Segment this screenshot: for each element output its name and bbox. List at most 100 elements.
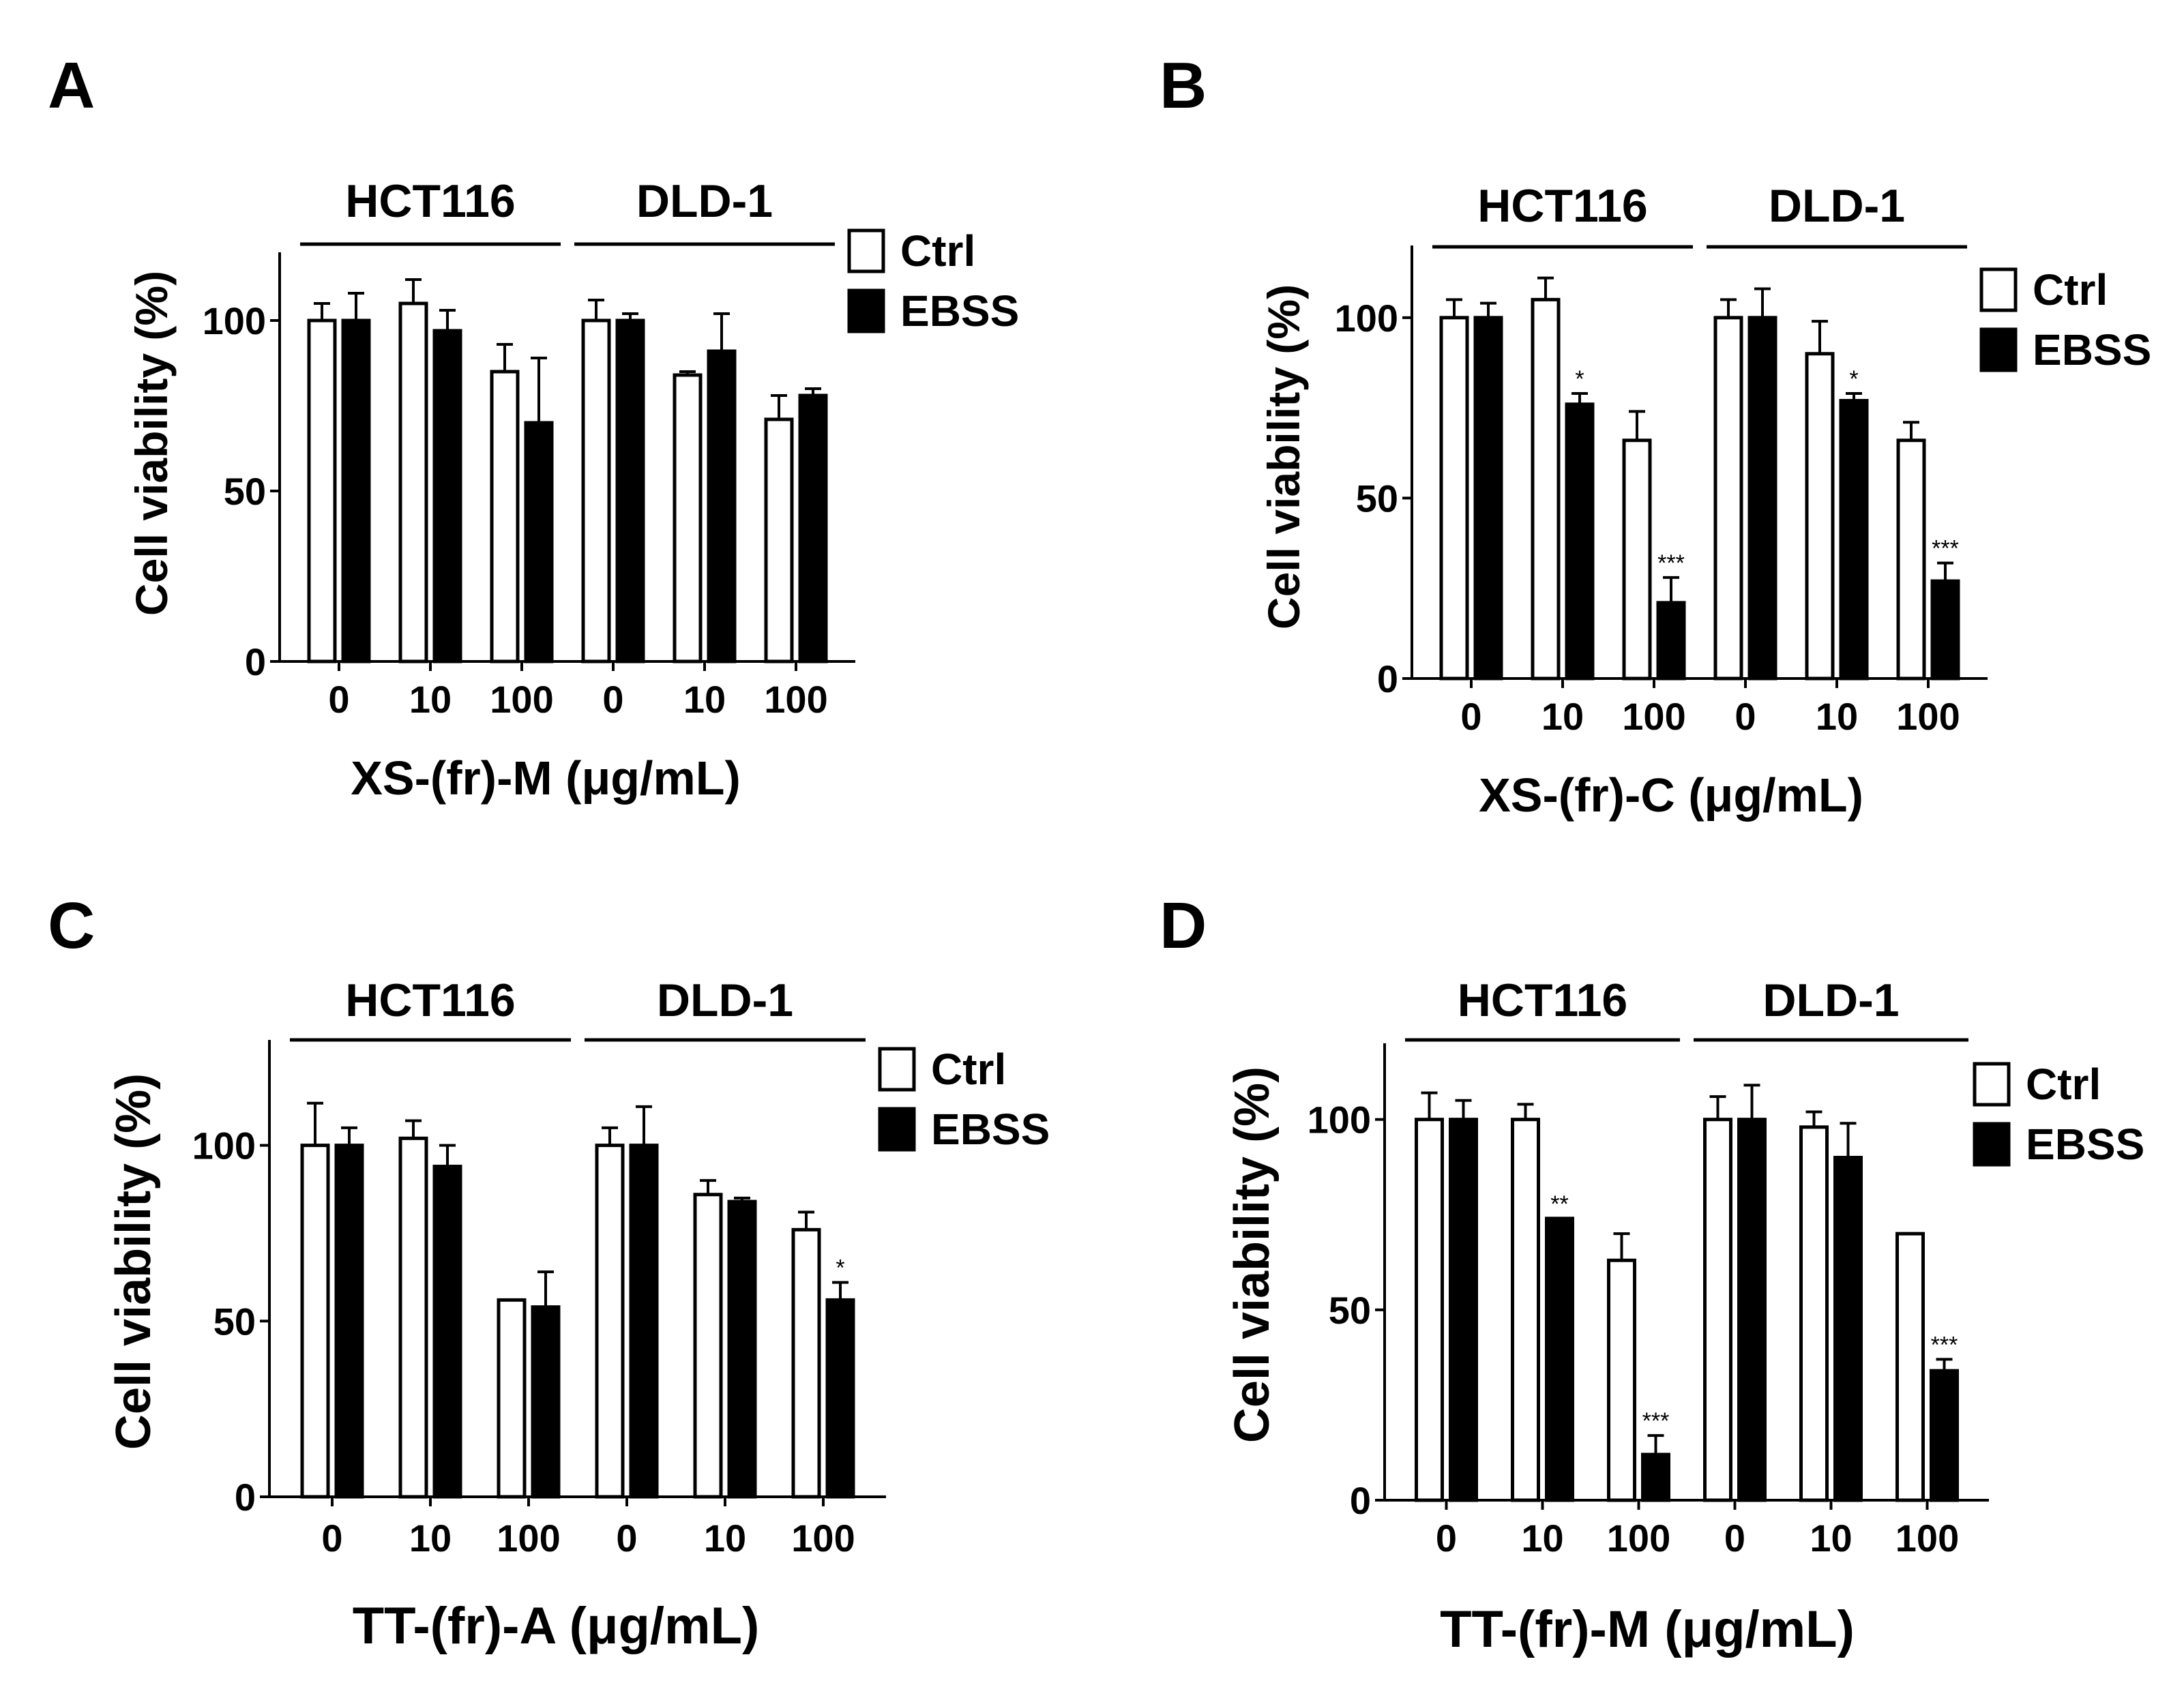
y-tick-label: 50 — [224, 470, 266, 513]
ctrl-bar — [1511, 1118, 1540, 1502]
significance-label: * — [836, 1255, 844, 1281]
x-tick-label: 0 — [616, 1517, 637, 1560]
ebss-bar — [1839, 399, 1869, 681]
legend-label-ctrl: Ctrl — [931, 1045, 1006, 1094]
y-tick-label: 50 — [1356, 477, 1398, 520]
y-tick-label: 0 — [235, 1476, 256, 1519]
panel-a: A 0 50 100 0 10 100 0 10 100 HCT116 DLD-1 XS-(fr)-M … — [48, 49, 1019, 805]
ctrl-bar — [1895, 1232, 1925, 1502]
group-label: HCT116 — [345, 175, 515, 227]
ctrl-bar — [1713, 316, 1743, 681]
ebss-bar — [1641, 1452, 1670, 1502]
ctrl-bar — [791, 1227, 821, 1499]
ebss-bar — [1833, 1156, 1863, 1502]
x-tick-label: 100 — [490, 678, 553, 721]
ctrl-bar — [1799, 1125, 1829, 1502]
significance-label: * — [1849, 366, 1858, 392]
ebss-bar — [1449, 1118, 1478, 1502]
x-tick-label: 10 — [1521, 1517, 1563, 1560]
panel-letter: C — [48, 889, 95, 962]
x-tick-label: 100 — [1895, 1517, 1959, 1560]
y-tick-label: 100 — [192, 1124, 256, 1167]
ctrl-bar — [490, 370, 520, 663]
x-axis-label: XS-(fr)-M (μg/mL) — [351, 751, 741, 805]
significance-label: *** — [1932, 536, 1959, 562]
ebss-bar — [1656, 601, 1686, 681]
x-tick-label: 10 — [1816, 695, 1858, 738]
x-tick-label: 100 — [497, 1517, 560, 1560]
ebss-bar — [1473, 316, 1503, 681]
group-label: HCT116 — [1458, 974, 1627, 1026]
ctrl-bar — [1703, 1118, 1732, 1502]
ctrl-bar — [1896, 438, 1926, 681]
significance-label: *** — [1642, 1408, 1670, 1434]
x-tick-label: 0 — [1724, 1517, 1745, 1560]
ebss-bar — [1930, 1369, 1959, 1502]
group-label: HCT116 — [345, 974, 515, 1026]
panel-c: C 0 50 100 0 10 100 0 10 100 * HCT116 DLD-1 TT-(fr)-A… — [48, 889, 1050, 1655]
ebss-bar — [707, 349, 737, 663]
ebss-bar — [1737, 1118, 1767, 1502]
y-tick-label: 0 — [1377, 657, 1398, 700]
ebss-bar — [798, 393, 828, 663]
ctrl-bar — [1622, 438, 1652, 681]
y-axis-label: Cell viability (%) — [1258, 284, 1309, 629]
panel-letter: A — [48, 49, 95, 122]
ebss-bar — [1930, 579, 1960, 681]
ctrl-bar — [581, 318, 611, 663]
legend-swatch-ctrl — [847, 228, 885, 273]
legend-label-ctrl: Ctrl — [900, 226, 975, 275]
legend-label-ebss: EBSS — [931, 1105, 1050, 1154]
x-tick-label: 10 — [1810, 1517, 1852, 1560]
legend-swatch-ebss — [847, 288, 885, 333]
ctrl-bar — [1415, 1118, 1444, 1502]
ctrl-bar — [595, 1144, 625, 1499]
legend-swatch-ebss — [1973, 1122, 2011, 1167]
legend-swatch-ctrl — [1979, 267, 2018, 312]
x-tick-label: 0 — [1735, 695, 1756, 738]
x-tick-label: 10 — [1541, 695, 1584, 738]
ebss-bar — [1545, 1217, 1574, 1502]
y-tick-label: 100 — [1335, 297, 1398, 340]
ctrl-bar — [497, 1298, 527, 1499]
group-label: HCT116 — [1477, 180, 1647, 232]
x-tick-label: 10 — [409, 1517, 452, 1560]
x-tick-label: 0 — [1460, 695, 1481, 738]
ctrl-bar — [693, 1193, 723, 1499]
group-label: DLD-1 — [636, 175, 773, 227]
panel-letter: D — [1160, 889, 1207, 962]
ebss-bar — [524, 421, 554, 663]
ebss-bar — [1747, 316, 1777, 681]
x-tick-label: 0 — [328, 678, 349, 721]
ebss-bar — [825, 1298, 855, 1499]
panel-letter: B — [1160, 49, 1207, 122]
x-tick-label: 100 — [1896, 695, 1960, 738]
ebss-bar — [432, 329, 462, 663]
x-tick-label: 0 — [1436, 1517, 1457, 1560]
x-axis-label: XS-(fr)-C (μg/mL) — [1479, 769, 1863, 822]
ebss-bar — [531, 1305, 561, 1499]
ebss-bar — [629, 1144, 659, 1499]
panel-b: B 0 50 100 0 10 * 100 *** 0 10 * 100 *** HCT116 DLD-1 XS… — [1160, 49, 2151, 822]
x-tick-label: 100 — [1607, 1517, 1670, 1560]
group-label: DLD-1 — [657, 974, 793, 1026]
group-label: DLD-1 — [1769, 180, 1905, 232]
legend-swatch-ebss — [1979, 327, 2018, 372]
x-tick-label: 10 — [409, 678, 452, 721]
significance-label: * — [1575, 366, 1584, 392]
x-tick-label: 10 — [683, 678, 726, 721]
x-tick-label: 10 — [704, 1517, 746, 1560]
y-tick-label: 100 — [1308, 1099, 1371, 1142]
legend-label-ctrl: Ctrl — [2033, 265, 2108, 314]
ctrl-bar — [398, 301, 428, 663]
y-axis-label: Cell viability (%) — [106, 1073, 161, 1450]
ctrl-bar — [307, 318, 337, 663]
ctrl-bar — [1805, 352, 1835, 681]
ctrl-bar — [764, 417, 794, 663]
ctrl-bar — [398, 1136, 428, 1499]
significance-label: ** — [1550, 1191, 1568, 1217]
ctrl-bar — [673, 373, 703, 663]
x-tick-label: 100 — [791, 1517, 855, 1560]
ctrl-bar — [1439, 316, 1469, 681]
